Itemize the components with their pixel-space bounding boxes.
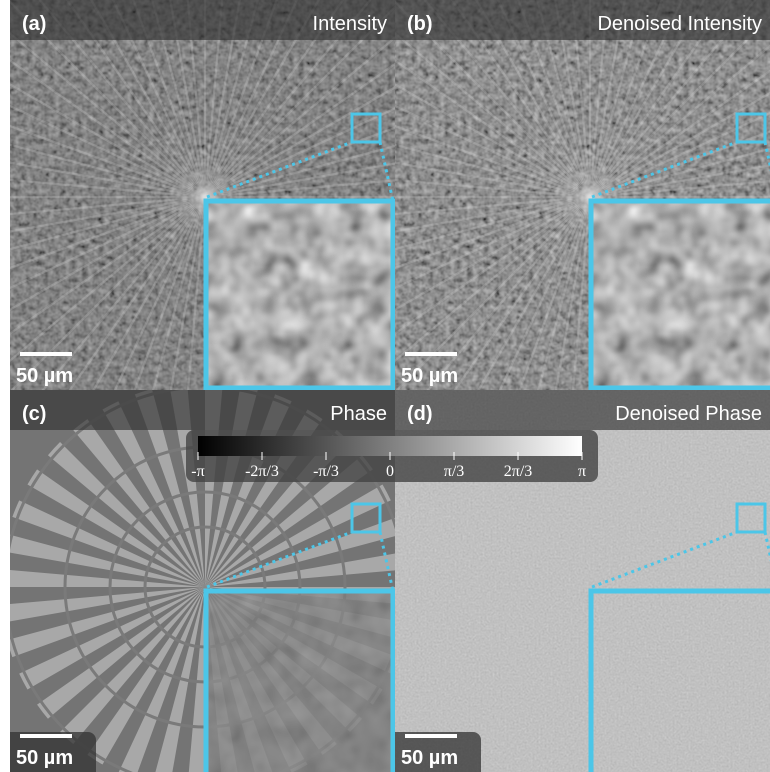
scale-label: 50 µm	[16, 365, 73, 387]
scale-label: 50 µm	[401, 365, 458, 387]
colorbar-tick-label: 0	[386, 463, 394, 480]
panel-label: (c)	[22, 403, 46, 425]
colorbar-tick-label: -π	[191, 463, 204, 480]
colorbar-tick-label: 2π/3	[504, 463, 533, 480]
colorbar-tick-label: -π/3	[313, 463, 339, 480]
colorbar-tick-label: π/3	[444, 463, 465, 480]
scale-label: 50 µm	[16, 747, 73, 769]
panel-label: (a)	[22, 13, 46, 35]
panel-label: (b)	[407, 13, 433, 35]
scale-label: 50 µm	[401, 747, 458, 769]
colorbar-tick-label: π	[578, 463, 586, 480]
panel-title: Phase	[330, 403, 387, 425]
inset-content	[591, 591, 770, 772]
panel-label: (d)	[407, 403, 433, 425]
panel-title: Intensity	[313, 13, 387, 35]
scale-bar	[20, 734, 72, 738]
scale-bar	[405, 352, 457, 356]
scale-bar	[405, 734, 457, 738]
scale-bar	[20, 352, 72, 356]
figure: (a) Intensity 50 µm (b) Denoised Intensity 50…	[0, 0, 770, 772]
inset-content	[591, 201, 770, 388]
inset-tint	[206, 591, 393, 772]
panel-title: Denoised Phase	[615, 403, 762, 425]
inset-content	[206, 201, 393, 388]
colorbar-tick-label: -2π/3	[245, 463, 279, 480]
panel-title: Denoised Intensity	[597, 13, 762, 35]
